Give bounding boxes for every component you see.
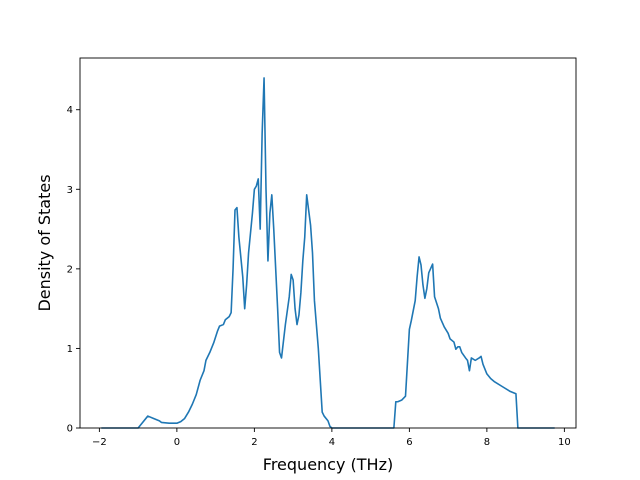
x-axis-label: Frequency (THz) (263, 455, 393, 474)
axes-layer: −2 0 2 4 6 8 10 0 1 2 3 4 (67, 105, 571, 448)
x-tick-label: 6 (406, 437, 412, 448)
x-tick-label: 10 (558, 437, 571, 448)
y-tick-label: 0 (67, 424, 73, 435)
dos-series-line (101, 77, 555, 429)
x-tick-label: 4 (329, 437, 335, 448)
x-tick-label: −2 (92, 437, 107, 448)
plot-frame (79, 57, 577, 429)
y-tick-label: 4 (67, 105, 73, 116)
y-axis-label: Density of States (35, 174, 54, 311)
y-tick-label: 2 (67, 264, 73, 275)
y-tick-label: 3 (67, 185, 73, 196)
marks-layer (101, 77, 555, 429)
x-tick-label: 2 (251, 437, 257, 448)
plot-area (80, 58, 576, 428)
x-tick-label: 8 (484, 437, 490, 448)
y-tick-label: 1 (67, 344, 73, 355)
x-tick-label: 0 (174, 437, 180, 448)
